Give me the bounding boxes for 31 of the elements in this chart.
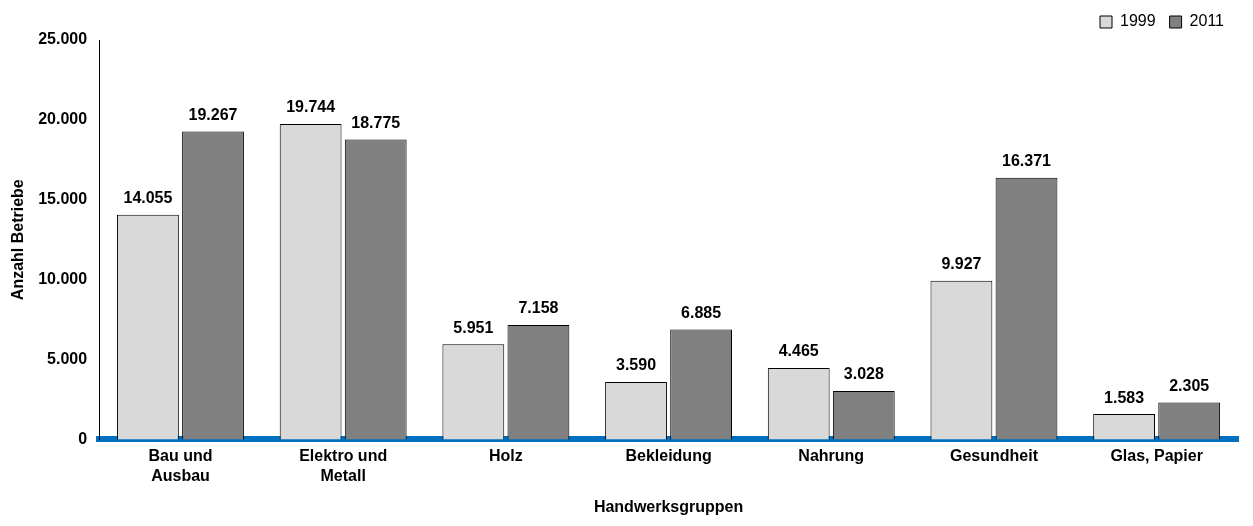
data-label: 16.371 [1002,152,1052,170]
data-label: 2.305 [1169,376,1210,394]
x-tick-label: Elektro und Metall [299,447,388,484]
data-label: 3.590 [616,356,657,374]
y-tick-label: 15.000 [38,190,88,208]
x-tick-label: Glas, Papier [1110,447,1203,465]
data-label: 5.951 [453,318,494,336]
legend-label: 1999 [1120,12,1156,30]
data-label: 19.267 [188,106,238,123]
data-label: 14.055 [123,189,173,207]
data-label: 3.028 [843,365,884,383]
data-label: 6.885 [681,303,722,321]
x-tick-label: Bekleidung [625,447,712,465]
data-label: 1.583 [1104,388,1145,406]
x-tick-label: Holz [488,447,523,465]
x-tick-label: Gesundheit [949,447,1039,465]
data-label: 9.927 [941,255,982,273]
x-tick-label: Nahrung [798,447,865,465]
y-tick-label: 10.000 [38,270,88,288]
y-tick-label: 0 [78,429,88,447]
data-label: 18.775 [351,113,401,131]
y-tick-label: 20.000 [38,110,88,128]
data-label: 4.465 [778,342,819,360]
data-label: 19.744 [286,98,336,116]
data-label: 7.158 [518,299,559,317]
x-tick-label: Bau und Ausbau [148,447,213,484]
y-tick-label: 5.000 [47,349,88,367]
y-tick-label: 25.000 [38,30,88,48]
legend-label: 2011 [1189,12,1225,30]
y-axis-title: Anzahl Betriebe [9,179,27,301]
x-axis-title: Handwerksgruppen [593,497,744,515]
